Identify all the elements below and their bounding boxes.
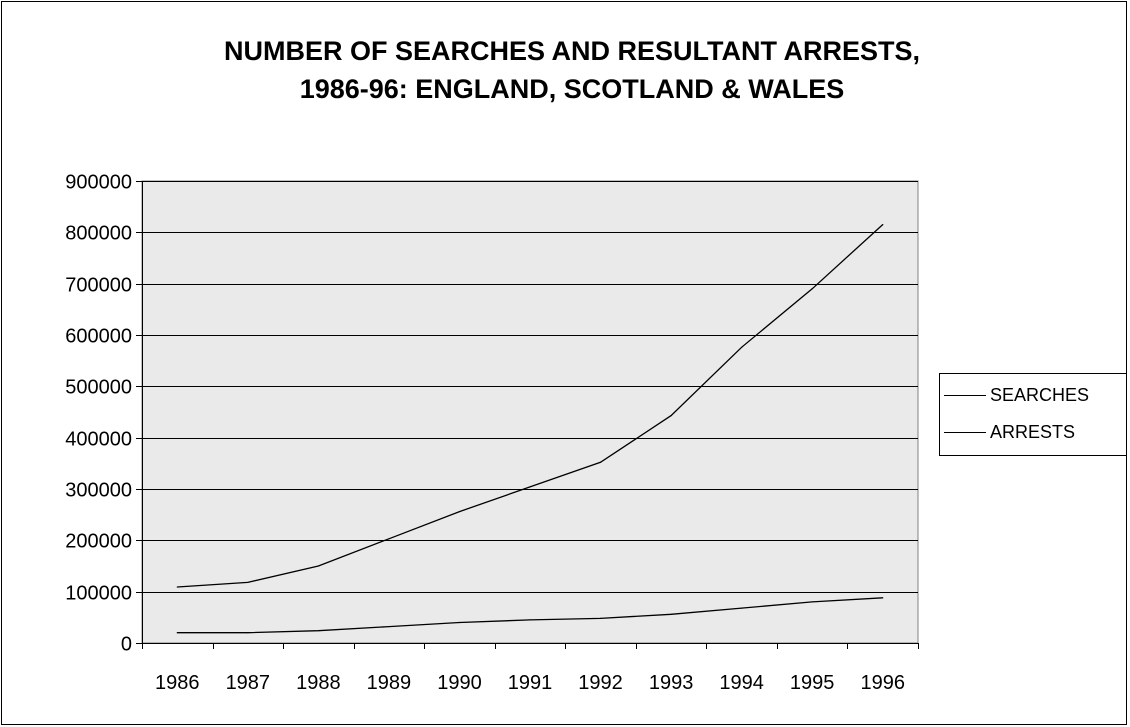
plot-area [141, 180, 919, 644]
point-arrests-1991 [529, 619, 531, 621]
point-searches-1994 [741, 346, 743, 348]
point-arrests-1990 [458, 621, 461, 624]
point-searches-1989 [388, 538, 390, 540]
y-tick-label-800000: 800000 [65, 223, 132, 245]
legend-swatch-arrests [944, 431, 986, 433]
x-tick-label-1993: 1993 [649, 672, 694, 694]
y-tick-label-300000: 300000 [65, 480, 132, 502]
legend-item-arrests: ARRESTS [944, 420, 1075, 444]
point-searches-1996 [882, 224, 884, 226]
point-searches-1986 [176, 586, 178, 588]
point-arrests-1988 [317, 630, 319, 632]
legend-item-searches: SEARCHES [944, 383, 1089, 407]
point-searches-1990 [458, 510, 461, 513]
point-searches-1988 [317, 565, 319, 567]
x-tick-label-1987: 1987 [226, 672, 271, 694]
x-tick-label-1989: 1989 [367, 672, 412, 694]
x-tick-label-1992: 1992 [578, 672, 623, 694]
point-searches-1995 [811, 288, 813, 290]
y-tick-label-0: 0 [121, 634, 132, 656]
y-tick-label-500000: 500000 [65, 377, 132, 399]
legend-label-arrests: ARRESTS [990, 421, 1076, 442]
x-tick-label-1990: 1990 [437, 672, 482, 694]
point-searches-1993 [670, 414, 672, 417]
x-tick-label-1988: 1988 [296, 672, 341, 694]
y-tick-label-700000: 700000 [65, 275, 132, 297]
chart-legend: SEARCHES ARRESTS [939, 373, 1127, 456]
x-tick-label-1995: 1995 [790, 672, 835, 694]
point-arrests-1989 [388, 625, 390, 628]
point-arrests-1996 [882, 597, 884, 599]
x-tick-label-1996: 1996 [860, 672, 905, 694]
chart-title-line-1: NUMBER OF SEARCHES AND RESULTANT ARRESTS… [223, 36, 920, 66]
x-tick-label-1991: 1991 [508, 672, 553, 694]
y-tick-label-200000: 200000 [65, 531, 132, 553]
chart-title-line-2: 1986-96: ENGLAND, SCOTLAND & WALES [299, 74, 845, 104]
point-searches-1991 [529, 486, 531, 488]
point-arrests-1986 [176, 632, 178, 634]
point-arrests-1995 [811, 601, 813, 603]
y-tick-label-100000: 100000 [65, 583, 132, 605]
y-tick-label-600000: 600000 [65, 326, 132, 348]
x-tick-label-1994: 1994 [719, 672, 764, 694]
point-arrests-1994 [741, 607, 743, 609]
chart-title: NUMBER OF SEARCHES AND RESULTANT ARRESTS… [0, 32, 1130, 108]
point-arrests-1987 [247, 632, 249, 634]
point-arrests-1993 [670, 613, 672, 615]
legend-swatch-searches [944, 394, 986, 396]
point-searches-1987 [247, 581, 249, 584]
point-arrests-1992 [599, 617, 602, 619]
point-searches-1992 [599, 461, 602, 463]
legend-label-searches: SEARCHES [990, 384, 1090, 405]
x-tick-label-1986: 1986 [155, 672, 200, 694]
y-tick-label-400000: 400000 [65, 429, 132, 451]
y-tick-label-900000: 900000 [65, 172, 132, 194]
